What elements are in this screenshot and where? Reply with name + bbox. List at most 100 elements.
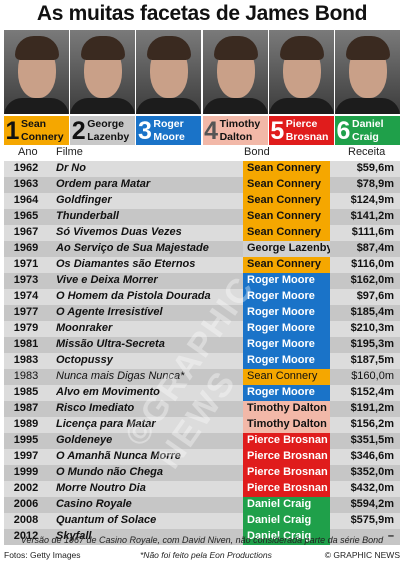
film-cell: O Amanhã Nunca Morre bbox=[56, 450, 181, 462]
table-row: 1967 Só Vivemos Duas Vezes Sean Connery $11… bbox=[4, 225, 400, 241]
table-row: 1997 O Amanhã Nunca Morre Pierce Brosnan $3… bbox=[4, 449, 400, 465]
bond-cell: Daniel Craig bbox=[243, 497, 330, 513]
table-row: 1999 O Mundo não Chega Pierce Brosnan $352,… bbox=[4, 465, 400, 481]
revenue-cell: – bbox=[387, 530, 394, 542]
actor-label: 3 Roger Moore bbox=[136, 114, 202, 145]
bond-cell: Roger Moore bbox=[243, 305, 330, 321]
actor-card: 1 Sean Connery bbox=[4, 30, 69, 145]
bond-cell: Roger Moore bbox=[243, 289, 330, 305]
actor-name: George Lazenby bbox=[87, 118, 130, 143]
table-row: 2008 Quantum of Solace Daniel Craig $575,9m bbox=[4, 513, 400, 529]
film-cell: Missão Ultra-Secreta bbox=[56, 338, 165, 350]
revenue-cell: $195,3m bbox=[350, 338, 394, 350]
actor-portrait bbox=[4, 30, 69, 114]
revenue-cell: $111,6m bbox=[351, 226, 394, 238]
film-cell: Octopussy bbox=[56, 354, 113, 366]
header-revenue: Receita bbox=[348, 146, 386, 158]
year-cell: 1985 bbox=[13, 386, 39, 398]
actor-card: 5 Pierce Brosnan bbox=[268, 30, 334, 145]
bond-cell: Sean Connery bbox=[243, 209, 330, 225]
film-cell: Dr No bbox=[56, 162, 86, 174]
year-cell: 1989 bbox=[13, 418, 39, 430]
actor-label: 2 George Lazenby bbox=[70, 114, 136, 145]
film-cell: Moonraker bbox=[56, 322, 113, 334]
year-cell: 1974 bbox=[13, 290, 39, 302]
bond-cell: Pierce Brosnan bbox=[243, 465, 330, 481]
header-year: Ano bbox=[18, 146, 38, 158]
actor-label: 5 Pierce Brosnan bbox=[268, 114, 334, 145]
bond-cell: Sean Connery bbox=[243, 193, 330, 209]
film-cell: Os Diamantes são Eternos bbox=[56, 258, 196, 270]
bond-cell: Roger Moore bbox=[243, 273, 330, 289]
revenue-cell: $352,0m bbox=[350, 466, 394, 478]
revenue-cell: $162,0m bbox=[350, 274, 394, 286]
actor-number: 2 bbox=[71, 117, 86, 145]
actor-label: 1 Sean Connery bbox=[4, 114, 69, 145]
bond-cell: Sean Connery bbox=[243, 257, 330, 273]
year-cell: 1964 bbox=[13, 194, 39, 206]
film-cell: O Agente Irresistível bbox=[56, 306, 163, 318]
revenue-cell: $87,4m bbox=[356, 242, 394, 254]
actor-portrait bbox=[70, 30, 136, 114]
table-row: 1985 Alvo em Movimento Roger Moore $152,4m bbox=[4, 385, 400, 401]
bond-cell: Pierce Brosnan bbox=[243, 449, 330, 465]
actor-name: Roger Moore bbox=[153, 118, 185, 143]
table-row: 1962 Dr No Sean Connery $59,6m bbox=[4, 161, 400, 177]
table-row: 1971 Os Diamantes são Eternos Sean Connery… bbox=[4, 257, 400, 273]
revenue-cell: $156,2m bbox=[350, 418, 394, 430]
year-cell: 1969 bbox=[13, 242, 39, 254]
bond-cell: Sean Connery bbox=[243, 369, 330, 385]
actor-number: 6 bbox=[336, 117, 351, 145]
revenue-cell: $187,5m bbox=[350, 354, 394, 366]
revenue-cell: $191,2m bbox=[350, 402, 394, 414]
revenue-cell: $432,0m bbox=[350, 482, 394, 494]
revenue-cell: $346,6m bbox=[350, 450, 394, 462]
table-row: 1963 Ordem para Matar Sean Connery $78,9m bbox=[4, 177, 400, 193]
film-cell: O Mundo não Chega bbox=[56, 466, 163, 478]
year-cell: 1962 bbox=[13, 162, 39, 174]
table-row: 1973 Vive e Deixa Morrer Roger Moore $162,0… bbox=[4, 273, 400, 289]
film-cell: Ordem para Matar bbox=[56, 178, 151, 190]
film-cell: O Homem da Pistola Dourada bbox=[56, 290, 211, 302]
bond-cell: Timothy Dalton bbox=[243, 417, 330, 433]
film-cell: Skyfall bbox=[56, 530, 92, 542]
year-cell: 2002 bbox=[13, 482, 39, 494]
actor-number: 3 bbox=[137, 117, 152, 145]
revenue-cell: $124,9m bbox=[350, 194, 394, 206]
revenue-cell: $59,6m bbox=[356, 162, 394, 174]
actor-portrait bbox=[268, 30, 334, 114]
actor-number: 1 bbox=[5, 117, 20, 145]
bond-cell: Roger Moore bbox=[243, 385, 330, 401]
table-row: 1964 Goldfinger Sean Connery $124,9m bbox=[4, 193, 400, 209]
table-row: 1983 Nunca mais Digas Nunca* Sean Connery $… bbox=[4, 369, 400, 385]
table-row: 1979 Moonraker Roger Moore $210,3m bbox=[4, 321, 400, 337]
bond-cell: George Lazenby bbox=[243, 241, 330, 257]
actor-strip: 1 Sean Connery 2 George Lazenby 3 Roger Moore… bbox=[4, 30, 400, 145]
actor-card: 2 George Lazenby bbox=[70, 30, 136, 145]
year-cell: 1981 bbox=[13, 338, 39, 350]
bond-cell: Daniel Craig bbox=[243, 513, 330, 529]
bond-cell: Sean Connery bbox=[243, 161, 330, 177]
photo-credit: Fotos: Getty Images bbox=[4, 550, 81, 560]
revenue-cell: $116,0m bbox=[351, 258, 394, 270]
film-cell: Casino Royale bbox=[56, 498, 132, 510]
actor-label: 6 Daniel Craig bbox=[335, 114, 400, 145]
table-row: 1995 Goldeneye Pierce Brosnan $351,5m bbox=[4, 433, 400, 449]
actor-card: 3 Roger Moore bbox=[136, 30, 202, 145]
header-film: Filme bbox=[56, 146, 83, 158]
year-cell: 1983 bbox=[13, 370, 39, 382]
table-row: 1983 Octopussy Roger Moore $187,5m bbox=[4, 353, 400, 369]
film-cell: Licença para Matar bbox=[56, 418, 156, 430]
actor-name: Sean Connery bbox=[21, 118, 64, 143]
footer-note: *Não foi feito pela Eon Productions bbox=[140, 550, 272, 560]
year-cell: 2008 bbox=[13, 514, 39, 526]
year-cell: 1971 bbox=[13, 258, 39, 270]
footer: Fotos: Getty Images *Não foi feito pela … bbox=[4, 550, 400, 562]
bond-cell: Daniel Craig bbox=[243, 529, 330, 545]
film-cell: Só Vivemos Duas Vezes bbox=[56, 226, 182, 238]
year-cell: 1967 bbox=[13, 226, 39, 238]
bond-cell: Sean Connery bbox=[243, 225, 330, 241]
year-cell: 1965 bbox=[13, 210, 39, 222]
copyright-credit: © GRAPHIC NEWS bbox=[324, 550, 400, 560]
film-cell: Quantum of Solace bbox=[56, 514, 157, 526]
